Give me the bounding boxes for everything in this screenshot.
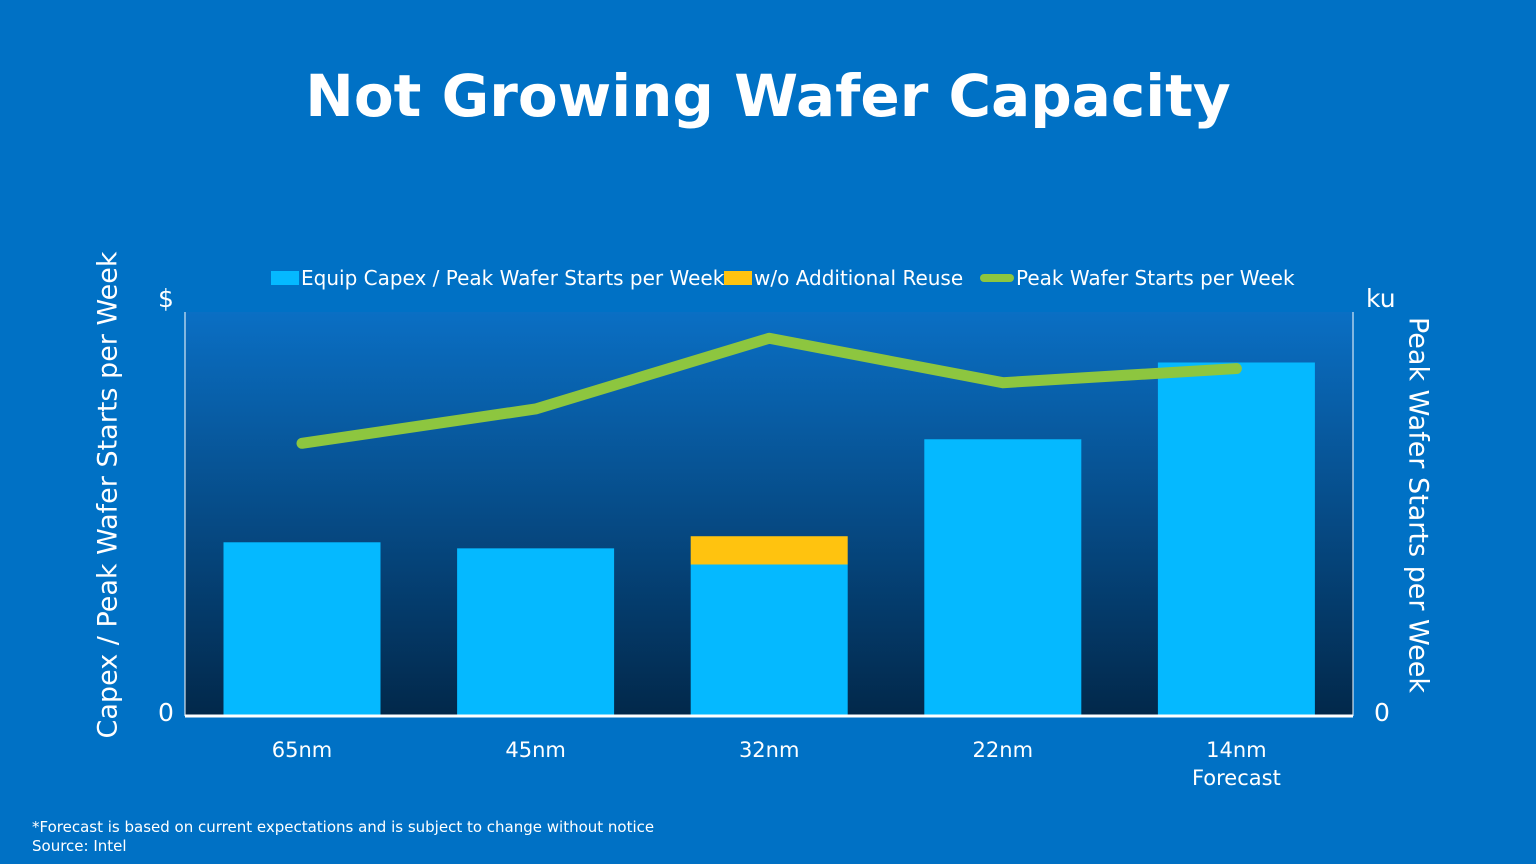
right-axis-zero: 0 [1374, 698, 1390, 727]
legend-swatch-reuse [724, 271, 752, 285]
x-axis-labels: 65nm 45nm 32nm 22nm 14nm Forecast [272, 738, 1281, 790]
bar-capex-32nm [690, 564, 848, 716]
legend-item-reuse: w/o Additional Reuse [724, 266, 963, 290]
legend-swatch-capex [271, 271, 299, 285]
x-tick-label-14nm: 14nm [1206, 738, 1267, 762]
x-tick-label-45nm: 45nm [505, 738, 566, 762]
legend-label-wafer-starts: Peak Wafer Starts per Week [1016, 266, 1295, 290]
bar-group [223, 362, 1315, 716]
left-axis-zero: 0 [158, 698, 174, 727]
bar-capex-22nm [924, 439, 1082, 716]
legend-label-capex: Equip Capex / Peak Wafer Starts per Week [301, 266, 725, 290]
right-axis-unit: ku [1366, 284, 1396, 313]
bar-capex-45nm [457, 548, 615, 716]
line-point-45nm [534, 407, 537, 410]
line-point-65nm [301, 442, 303, 445]
line-point-14nm [1235, 367, 1238, 370]
chart-title: Not Growing Wafer Capacity [305, 62, 1231, 130]
footnote-source: Source: Intel [32, 837, 127, 855]
legend-item-capex: Equip Capex / Peak Wafer Starts per Week [271, 266, 724, 290]
x-tick-label-22nm: 22nm [973, 738, 1034, 762]
chart-legend: Equip Capex / Peak Wafer Starts per Week… [0, 266, 1536, 296]
line-point-32nm [768, 337, 771, 340]
line-point-22nm [1001, 381, 1004, 384]
footnote-forecast: *Forecast is based on current expectatio… [32, 818, 655, 836]
x-tick-label-32nm: 32nm [739, 738, 800, 762]
bar-capex-14nm [1157, 362, 1315, 716]
left-axis-unit: $ [158, 284, 174, 313]
bar-capex-65nm [223, 542, 381, 716]
x-tick-sublabel-14nm: Forecast [1192, 766, 1281, 790]
bar-reuse-32nm [690, 536, 848, 565]
legend-label-reuse: w/o Additional Reuse [754, 266, 964, 290]
legend-swatch-wafer-starts [980, 274, 1014, 282]
x-tick-label-65nm: 65nm [272, 738, 333, 762]
legend-item-wafer-starts: Peak Wafer Starts per Week [980, 266, 1295, 290]
line-group [296, 332, 1242, 449]
footnote: *Forecast is based on current expectatio… [32, 818, 654, 856]
